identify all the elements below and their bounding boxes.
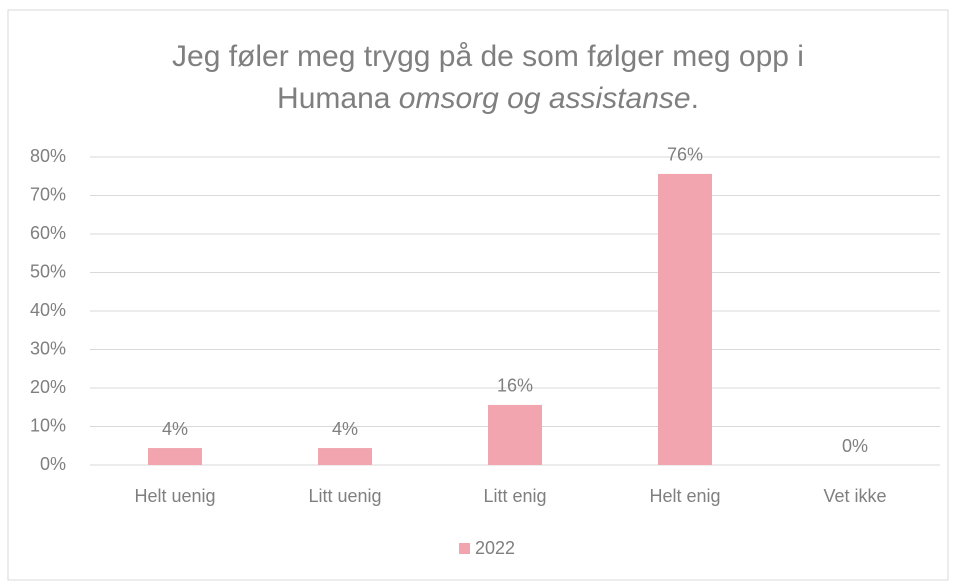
title-part: . bbox=[691, 82, 699, 115]
y-tick-label: 50% bbox=[30, 261, 66, 281]
data-label: 76% bbox=[667, 145, 703, 165]
legend-swatch bbox=[459, 543, 470, 554]
bar bbox=[658, 173, 712, 465]
x-tick-label: Vet ikke bbox=[823, 486, 886, 506]
y-tick-label: 30% bbox=[30, 338, 66, 358]
title-part: Jeg føler meg trygg på de som følger meg… bbox=[172, 40, 804, 73]
y-tick-label: 10% bbox=[30, 415, 66, 435]
y-tick-label: 80% bbox=[30, 146, 66, 166]
data-label: 4% bbox=[162, 419, 188, 439]
y-tick-label: 60% bbox=[30, 223, 66, 243]
title-part: omsorg og assistanse bbox=[399, 82, 691, 115]
x-tick-label: Helt enig bbox=[649, 486, 720, 506]
data-label: 16% bbox=[497, 376, 533, 396]
chart-border bbox=[7, 9, 949, 581]
y-tick-label: 70% bbox=[30, 184, 66, 204]
chart-title: Humana omsorg og assistanse. bbox=[277, 82, 699, 115]
chart-title: Jeg føler meg trygg på de som følger meg… bbox=[172, 40, 804, 73]
bar bbox=[488, 404, 542, 465]
legend-label: 2022 bbox=[475, 538, 515, 558]
data-label: 4% bbox=[332, 419, 358, 439]
y-tick-label: 20% bbox=[30, 377, 66, 397]
x-tick-label: Litt uenig bbox=[308, 486, 381, 506]
x-tick-label: Helt uenig bbox=[134, 486, 215, 506]
data-label: 0% bbox=[842, 436, 868, 456]
y-tick-label: 0% bbox=[40, 454, 66, 474]
y-tick-label: 40% bbox=[30, 300, 66, 320]
title-part: Humana bbox=[277, 82, 391, 115]
bar bbox=[148, 448, 202, 465]
x-tick-label: Litt enig bbox=[483, 486, 546, 506]
bar bbox=[318, 448, 372, 465]
